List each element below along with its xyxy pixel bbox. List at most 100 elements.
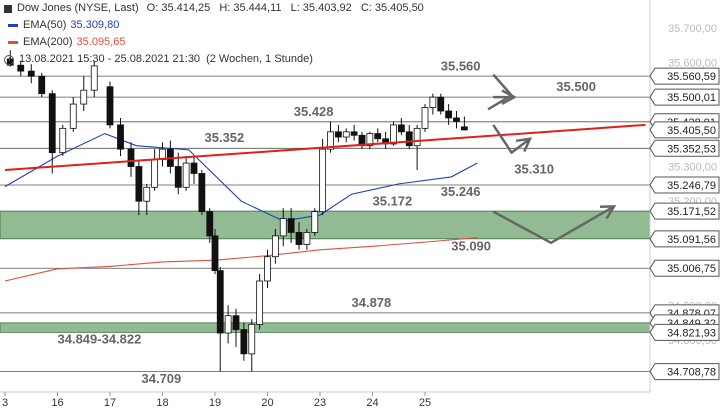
candle-body: [127, 148, 135, 167]
price-tag-4: 35.352,53: [649, 139, 720, 157]
candle-body: [405, 131, 413, 147]
legend-ema50-row[interactable]: EMA(50) 35.309,80: [0, 17, 430, 34]
y-tick-label-4: 35.300,00: [668, 162, 717, 174]
candle-13: [143, 183, 151, 216]
price-tag-box: [649, 230, 720, 248]
candle-body: [232, 315, 240, 330]
candle-4: [48, 90, 56, 174]
price-tag-1: 35.500,01: [649, 88, 720, 106]
legend-instrument-row: Dow Jones (NYSE, Last) O: 35.414,25 H: 3…: [0, 0, 430, 17]
trendline: [4, 123, 646, 171]
candle-body: [429, 96, 437, 108]
candle-body: [248, 323, 256, 355]
candle-body: [106, 86, 114, 126]
price-tag-box: [649, 259, 720, 277]
price-tag-label: 35.500,01: [667, 92, 716, 104]
price-tag-label: 35.246,79: [667, 180, 716, 192]
price-tag-label: 34.821,93: [667, 327, 716, 339]
candle-54: [460, 116, 468, 131]
x-tick-label-8: 25: [419, 397, 431, 409]
scenario-arrow-0: [492, 124, 531, 154]
x-tick-label-2: 17: [104, 397, 116, 409]
price-tag-label: 34.708,78: [667, 367, 716, 379]
x-tick-label-6: 23: [314, 397, 326, 409]
y-tick-label-0: 35.700,00: [668, 23, 717, 35]
candle-42: [366, 131, 374, 150]
candle-24: [224, 305, 232, 344]
candle-body: [174, 166, 182, 188]
annotation-label-8: 34.878: [352, 295, 392, 310]
annotation-label-1: 35.500: [556, 79, 596, 94]
candle-18: [182, 156, 190, 191]
candle-body: [279, 218, 287, 237]
candle-body: [190, 162, 198, 174]
candle-43: [374, 128, 382, 143]
candle-3: [38, 72, 46, 98]
x-tick-label-5: 20: [261, 397, 273, 409]
candle-7: [80, 76, 88, 112]
candle-body: [151, 159, 159, 188]
candle-47: [405, 124, 413, 150]
candle-26: [240, 322, 248, 361]
candle-25: [232, 308, 240, 347]
annotation-label-0: 35.560: [441, 58, 481, 73]
x-tick-label-1: 16: [51, 397, 63, 409]
x-tick-label-4: 19: [209, 397, 221, 409]
candle-6: [69, 97, 77, 132]
candle-39: [342, 128, 350, 143]
price-tag-box: [649, 88, 720, 106]
candle-38: [334, 124, 342, 143]
candle-body: [374, 133, 382, 140]
price-tag-label: 35.171,52: [667, 206, 716, 218]
price-tag-7: 35.091,56: [649, 230, 720, 248]
ohlc-close: C: 35.405,50: [360, 2, 424, 14]
price-tag-box: [649, 67, 720, 85]
candle-19: [190, 156, 198, 184]
candle-49: [421, 104, 429, 132]
ema50-swatch: [8, 24, 18, 27]
candle-body: [135, 166, 143, 202]
candle-body: [17, 64, 25, 72]
price-tag-box: [649, 121, 720, 139]
candle-body: [182, 162, 190, 188]
scenario-arrow-head-2: [599, 205, 617, 220]
period-range: 13.08.2021 15:30 - 25.08.2021 21:30: [19, 53, 201, 65]
candle-8: [90, 60, 98, 98]
annotation-label-5: 35.246: [441, 184, 481, 199]
candle-body: [460, 126, 468, 131]
candle-33: [295, 222, 303, 250]
ohlc-open: O: 35.414,25: [146, 2, 211, 14]
candle-40: [350, 124, 358, 141]
candle-34: [303, 228, 311, 250]
period-interval: (2 Wochen, 1 Stunde): [206, 53, 313, 65]
candle-53: [453, 111, 460, 129]
ema200-swatch: [8, 41, 18, 44]
candle-48: [413, 124, 421, 170]
price-tag-6: 35.171,52: [649, 202, 720, 220]
candle-21: [206, 208, 214, 243]
x-tick-label-3: 18: [156, 397, 168, 409]
candle-body: [38, 75, 46, 95]
candle-body: [211, 235, 219, 271]
candle-body: [350, 131, 358, 136]
price-tag-box: [649, 323, 720, 341]
legend-ema200-row[interactable]: EMA(200) 35.095,65: [0, 34, 430, 51]
candle-body: [342, 131, 350, 138]
instrument-square-icon: [4, 4, 12, 13]
ema50-value: 35.309,80: [70, 19, 120, 31]
candle-body: [390, 124, 397, 145]
candle-35: [311, 208, 319, 236]
candle-15: [159, 142, 166, 167]
candle-50: [429, 93, 437, 115]
candle-31: [279, 208, 287, 247]
candle-body: [303, 232, 311, 245]
candle-5: [59, 124, 67, 157]
scenario-arrow-upper: [487, 73, 514, 111]
candle-22: [211, 228, 219, 275]
chart-legend: Dow Jones (NYSE, Last) O: 35.414,25 H: 3…: [0, 0, 430, 68]
candle-body: [224, 315, 232, 334]
price-tag-label: 35.405,50: [667, 125, 716, 137]
candle-body: [240, 329, 248, 355]
candle-1: [17, 60, 25, 77]
